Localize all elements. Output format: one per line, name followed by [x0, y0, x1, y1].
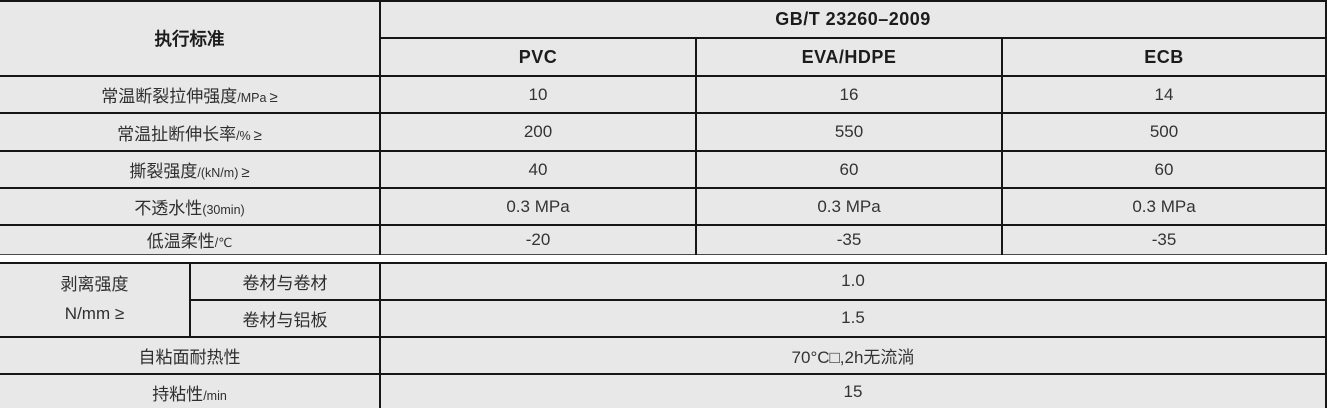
row-label-peel-strength: 剥离强度 N/mm ≥: [0, 261, 191, 338]
row-label-text: 常温断裂拉伸强度: [101, 87, 238, 106]
value-cell: 500: [1001, 112, 1327, 152]
value-cell: 60: [1001, 150, 1327, 189]
value-cell: 16: [695, 75, 1003, 114]
value-cell: 40: [379, 150, 697, 189]
table-row-materials: PVC EVA/HDPE ECB: [0, 37, 1327, 77]
material-header-pvc: PVC: [380, 37, 697, 77]
table-row-standard: 执行标准 GB/T 23260–2009: [0, 0, 1327, 77]
value-cell: 550: [695, 112, 1003, 152]
row-unit-text: /℃: [214, 236, 233, 251]
standard-number-cell: GB/T 23260–2009: [379, 0, 1327, 39]
row-label-text: 撕裂强度: [129, 162, 198, 181]
geq-symbol: ≥: [269, 89, 278, 106]
value-cell: 0.3 MPa: [695, 187, 1003, 226]
table-row-impermeability: 不透水性(30min) 0.3 MPa 0.3 MPa 0.3 MPa: [0, 187, 1327, 226]
spec-table-main: 执行标准 GB/T 23260–2009 PVC EVA/HDPE ECB 常温…: [0, 0, 1327, 255]
row-unit-text: /%: [236, 128, 251, 143]
value-cell: 70°C□,2h无流淌: [379, 335, 1327, 375]
value-cell: 200: [379, 112, 697, 152]
table-row-peel-aluminum: 卷材与铝板 1.5: [0, 298, 1327, 338]
value-cell: 1.5: [379, 298, 1327, 338]
table-row-low-temp-flexibility: 低温柔性/℃ -20 -35 -35: [0, 224, 1327, 255]
value-cell: 15: [379, 372, 1327, 408]
row-label-impermeability: 不透水性(30min): [0, 187, 381, 226]
spec-table-bottom: 剥离强度 N/mm ≥ 卷材与卷材 1.0 卷材与铝板 1.5 自粘面耐热性 7…: [0, 261, 1327, 408]
row-label-text: 低温柔性: [146, 232, 215, 252]
row-label-text: 不透水性: [134, 199, 203, 218]
value-cell: 14: [1001, 75, 1327, 114]
row-label-text: 卷材与卷材: [242, 273, 328, 293]
corner-cell-standard-label: 执行标准: [0, 0, 381, 77]
row-unit-text: /MPa: [237, 91, 267, 105]
table-row-heat-resistance: 自粘面耐热性 70°C□,2h无流淌: [0, 335, 1327, 375]
value-cell: -20: [379, 224, 697, 255]
row-unit-text: /min: [203, 388, 227, 403]
row-label-text: 常温扯断伸长率: [117, 124, 237, 144]
row-label-text: 卷材与铝板: [242, 310, 328, 330]
value-cell: 60: [695, 150, 1003, 189]
material-header-ecb: ECB: [1001, 37, 1327, 77]
row-unit-text: /(kN/m): [197, 166, 239, 180]
table-row-peel-membrane: 剥离强度 N/mm ≥ 卷材与卷材 1.0: [0, 261, 1327, 338]
geq-symbol: ≥: [253, 126, 262, 144]
row-label-heat-resistance: 自粘面耐热性: [0, 335, 381, 375]
peel-label-line1: 剥离强度: [60, 275, 129, 295]
table-row-tensile-strength: 常温断裂拉伸强度/MPa ≥ 10 16 14: [0, 75, 1327, 114]
value-cell: 0.3 MPa: [1001, 187, 1327, 226]
value-cell: -35: [695, 224, 1003, 255]
row-label-low-temp-flexibility: 低温柔性/℃: [0, 224, 381, 255]
geq-symbol: ≥: [241, 164, 250, 181]
row-label-tear-strength: 撕裂强度/(kN/m) ≥: [0, 150, 381, 189]
table-row-elongation: 常温扯断伸长率/% ≥ 200 550 500: [0, 112, 1327, 152]
row-label-elongation: 常温扯断伸长率/% ≥: [0, 112, 381, 152]
value-cell: 10: [379, 75, 697, 114]
row-label-tack-retention: 持粘性/min: [0, 372, 381, 408]
section-separator-band: [0, 254, 1329, 262]
row-label-text: 持粘性: [152, 384, 204, 404]
subrow-label-membrane-to-aluminum: 卷材与铝板: [190, 298, 381, 338]
subrow-label-membrane-to-membrane: 卷材与卷材: [189, 261, 381, 301]
value-cell: -35: [1001, 224, 1327, 255]
material-header-eva-hdpe: EVA/HDPE: [695, 37, 1003, 77]
row-label-tensile-strength: 常温断裂拉伸强度/MPa ≥: [0, 75, 381, 114]
row-label-text: 自粘面耐热性: [138, 347, 241, 367]
peel-label-line2: N/mm ≥: [64, 303, 125, 323]
value-cell: 0.3 MPa: [379, 187, 697, 226]
value-cell: 1.0: [379, 261, 1327, 301]
table-row-tack-retention: 持粘性/min 15: [0, 372, 1327, 408]
row-unit-text: (30min): [202, 203, 245, 217]
table-row-tear-strength: 撕裂强度/(kN/m) ≥ 40 60 60: [0, 150, 1327, 189]
